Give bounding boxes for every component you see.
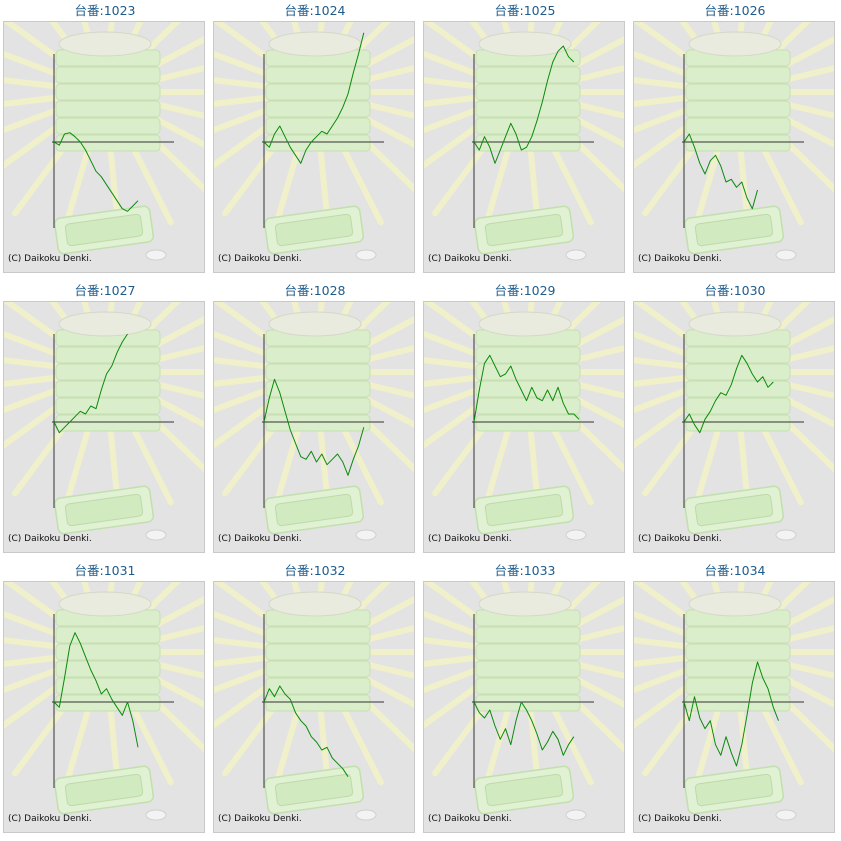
chart-svg bbox=[424, 22, 624, 261]
copyright-text: (C) Daikoku Denki. bbox=[8, 254, 92, 264]
chart-cell: 台番:1024 (C) Daikoku Denki. bbox=[210, 0, 420, 280]
chart-title[interactable]: 台番:1034 bbox=[704, 563, 766, 578]
chart-panel: (C) Daikoku Denki. bbox=[423, 21, 625, 273]
copyright-text: (C) Daikoku Denki. bbox=[428, 534, 512, 544]
background-artwork bbox=[634, 302, 834, 541]
chart-title[interactable]: 台番:1032 bbox=[284, 563, 346, 578]
chart-title[interactable]: 台番:1024 bbox=[284, 3, 346, 18]
series-line bbox=[53, 132, 139, 212]
chart-panel: (C) Daikoku Denki. bbox=[213, 581, 415, 833]
chart-svg bbox=[4, 302, 204, 541]
chart-panel: (C) Daikoku Denki. bbox=[3, 301, 205, 553]
background-artwork bbox=[4, 302, 204, 541]
series-line bbox=[683, 354, 774, 434]
series-line bbox=[473, 354, 580, 423]
chart-cell: 台番:1025 (C) Daikoku Denki. bbox=[420, 0, 630, 280]
chart-svg bbox=[634, 582, 834, 821]
chart-title[interactable]: 台番:1027 bbox=[74, 283, 136, 298]
chart-title[interactable]: 台番:1023 bbox=[74, 3, 136, 18]
background-artwork bbox=[424, 22, 624, 261]
chart-panel: (C) Daikoku Denki. bbox=[633, 301, 835, 553]
series-line bbox=[263, 685, 349, 777]
chart-cell: 台番:1031 (C) Daikoku Denki. bbox=[0, 560, 210, 840]
copyright-text: (C) Daikoku Denki. bbox=[218, 254, 302, 264]
series-line bbox=[683, 133, 758, 210]
series-line bbox=[53, 632, 139, 748]
chart-panel: (C) Daikoku Denki. bbox=[3, 21, 205, 273]
series-line bbox=[473, 45, 575, 164]
chart-title[interactable]: 台番:1033 bbox=[494, 563, 556, 578]
copyright-text: (C) Daikoku Denki. bbox=[8, 814, 92, 824]
chart-title[interactable]: 台番:1025 bbox=[494, 3, 556, 18]
background-artwork bbox=[634, 22, 834, 261]
copyright-text: (C) Daikoku Denki. bbox=[428, 814, 512, 824]
background-artwork bbox=[4, 582, 204, 821]
series-line bbox=[263, 32, 365, 164]
background-artwork bbox=[214, 582, 414, 821]
chart-cell: 台番:1033 (C) Daikoku Denki. bbox=[420, 560, 630, 840]
chart-svg bbox=[214, 582, 414, 821]
chart-svg bbox=[4, 22, 204, 261]
chart-svg bbox=[424, 302, 624, 541]
chart-title[interactable]: 台番:1028 bbox=[284, 283, 346, 298]
series-line bbox=[53, 333, 128, 434]
chart-cell: 台番:1028 (C) Daikoku Denki. bbox=[210, 280, 420, 560]
chart-cell: 台番:1023 (C) Daikoku Denki. bbox=[0, 0, 210, 280]
chart-cell: 台番:1027 (C) Daikoku Denki. bbox=[0, 280, 210, 560]
chart-title[interactable]: 台番:1031 bbox=[74, 563, 136, 578]
chart-cell: 台番:1029 (C) Daikoku Denki. bbox=[420, 280, 630, 560]
chart-cell: 台番:1030 (C) Daikoku Denki. bbox=[630, 280, 840, 560]
copyright-text: (C) Daikoku Denki. bbox=[638, 534, 722, 544]
chart-title[interactable]: 台番:1026 bbox=[704, 3, 766, 18]
chart-svg bbox=[214, 302, 414, 541]
chart-panel: (C) Daikoku Denki. bbox=[423, 581, 625, 833]
chart-svg bbox=[214, 22, 414, 261]
copyright-text: (C) Daikoku Denki. bbox=[638, 254, 722, 264]
series-line bbox=[683, 661, 779, 767]
background-artwork bbox=[214, 302, 414, 541]
chart-panel: (C) Daikoku Denki. bbox=[3, 581, 205, 833]
chart-cell: 台番:1026 (C) Daikoku Denki. bbox=[630, 0, 840, 280]
copyright-text: (C) Daikoku Denki. bbox=[428, 254, 512, 264]
chart-cell: 台番:1032 (C) Daikoku Denki. bbox=[210, 560, 420, 840]
background-artwork bbox=[424, 582, 624, 821]
chart-panel: (C) Daikoku Denki. bbox=[213, 301, 415, 553]
background-artwork bbox=[424, 302, 624, 541]
chart-panel: (C) Daikoku Denki. bbox=[633, 21, 835, 273]
chart-cell: 台番:1034 (C) Daikoku Denki. bbox=[630, 560, 840, 840]
copyright-text: (C) Daikoku Denki. bbox=[8, 534, 92, 544]
chart-svg bbox=[4, 582, 204, 821]
background-artwork bbox=[214, 22, 414, 261]
chart-svg bbox=[634, 22, 834, 261]
chart-panel: (C) Daikoku Denki. bbox=[423, 301, 625, 553]
chart-panel: (C) Daikoku Denki. bbox=[213, 21, 415, 273]
chart-title[interactable]: 台番:1030 bbox=[704, 283, 766, 298]
background-artwork bbox=[634, 582, 834, 821]
copyright-text: (C) Daikoku Denki. bbox=[638, 814, 722, 824]
copyright-text: (C) Daikoku Denki. bbox=[218, 534, 302, 544]
copyright-text: (C) Daikoku Denki. bbox=[218, 814, 302, 824]
chart-svg bbox=[424, 582, 624, 821]
series-line bbox=[263, 378, 365, 476]
series-line bbox=[473, 701, 575, 756]
chart-svg bbox=[634, 302, 834, 541]
chart-panel: (C) Daikoku Denki. bbox=[633, 581, 835, 833]
background-artwork bbox=[4, 22, 204, 261]
chart-title[interactable]: 台番:1029 bbox=[494, 283, 556, 298]
